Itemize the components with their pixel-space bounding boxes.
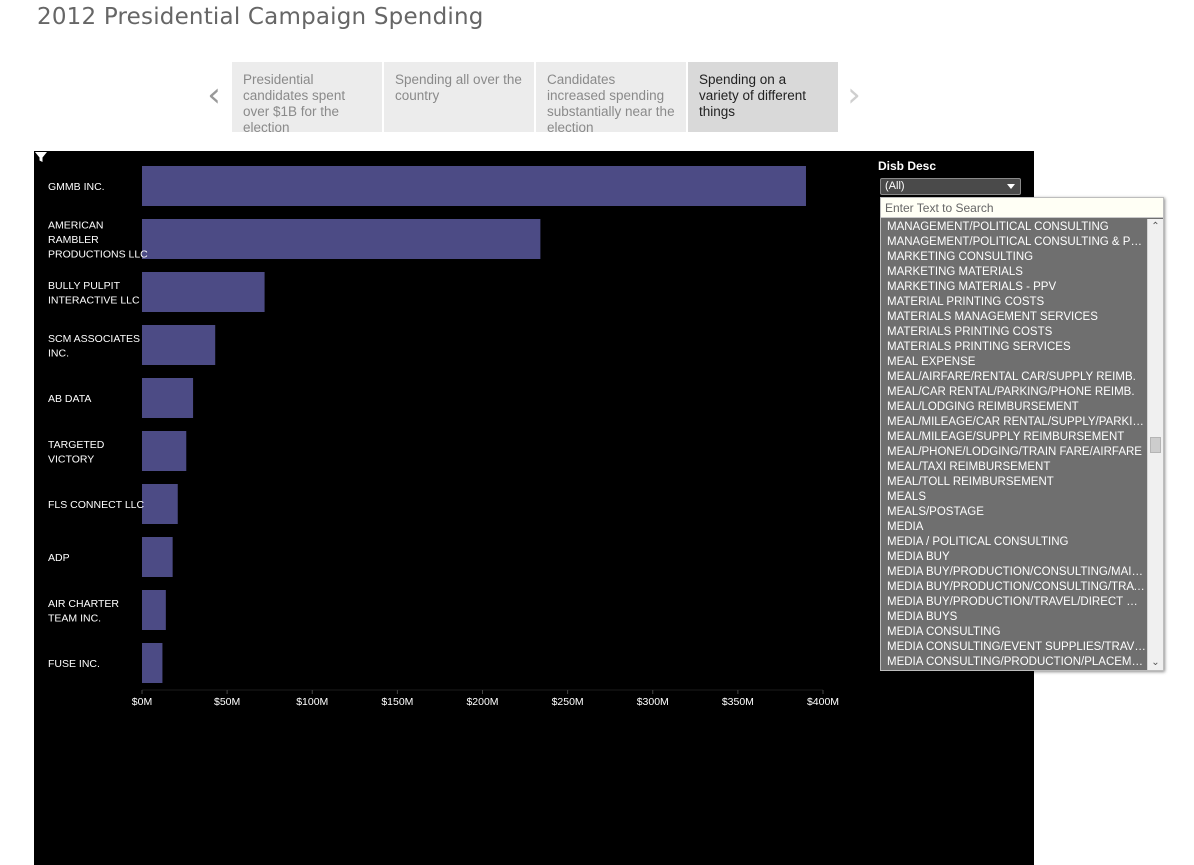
filter-option[interactable]: MATERIAL PRINTING COSTS bbox=[887, 296, 1045, 308]
filter-title: Disb Desc bbox=[878, 159, 937, 173]
chevron-left-icon[interactable]: ‹ bbox=[207, 75, 221, 115]
filter-option[interactable]: MEDIA CONSULTING/EVENT SUPPLIES/TRAVEL bbox=[887, 641, 1147, 653]
x-tick-label: $100M bbox=[296, 696, 328, 708]
chevron-down-icon bbox=[1007, 184, 1015, 189]
story-point-1[interactable]: Presidential candidates spent over $1B f… bbox=[232, 62, 382, 135]
bar[interactable] bbox=[142, 166, 806, 206]
category-label: INC. bbox=[48, 347, 69, 359]
category-label: TARGETED bbox=[48, 439, 105, 451]
story-point-2[interactable]: Spending all over the country bbox=[384, 62, 534, 132]
filter-option[interactable]: MEDIA BUY/PRODUCTION/CONSULTING/MAILI... bbox=[887, 566, 1147, 578]
chart-panel: GMMB INC. AMERICAN RAMBLER PRODUCTIONS LLC B… bbox=[34, 151, 1034, 865]
filter-option[interactable]: MEDIA BUYS bbox=[887, 611, 958, 623]
category-label: AIR CHARTER bbox=[48, 598, 119, 610]
page-title: 2012 Presidential Campaign Spending bbox=[37, 4, 484, 30]
filter-option[interactable]: MEALS bbox=[887, 491, 926, 503]
filter-option[interactable]: MEAL/AIRFARE/RENTAL CAR/SUPPLY REIMB. bbox=[887, 371, 1136, 383]
filter-option[interactable]: MEAL/TAXI REIMBURSEMENT bbox=[887, 461, 1051, 473]
filter-option[interactable]: MEAL EXPENSE bbox=[887, 356, 976, 368]
bar[interactable] bbox=[142, 590, 166, 630]
x-tick-label: $250M bbox=[552, 696, 584, 708]
filter-option[interactable]: MATERIALS PRINTING COSTS bbox=[887, 326, 1053, 338]
category-label: AMERICAN bbox=[48, 220, 103, 232]
bar-chart: GMMB INC. AMERICAN RAMBLER PRODUCTIONS LLC B… bbox=[48, 166, 839, 708]
filter-option[interactable]: MEAL/LODGING REIMBURSEMENT bbox=[887, 401, 1079, 413]
x-tick-label: $400M bbox=[807, 696, 839, 708]
x-tick-label: $150M bbox=[381, 696, 413, 708]
filter-option[interactable]: MEDIA bbox=[887, 521, 924, 533]
filter-option[interactable]: MEDIA CONSULTING bbox=[887, 626, 1001, 638]
category-label: RAMBLER bbox=[48, 234, 99, 246]
filter-option[interactable]: MEDIA BUY/PRODUCTION/CONSULTING/TRAV... bbox=[887, 581, 1147, 593]
filter-option[interactable]: MEAL/CAR RENTAL/PARKING/PHONE REIMB. bbox=[887, 386, 1135, 398]
filter-option[interactable]: MEDIA BUY bbox=[887, 551, 950, 563]
category-label: SCM ASSOCIATES bbox=[48, 333, 140, 345]
filter-selected-value: (All) bbox=[885, 180, 905, 192]
filter-select[interactable]: (All) bbox=[880, 178, 1021, 195]
bar[interactable] bbox=[142, 325, 216, 365]
filter-option[interactable]: MATERIALS MANAGEMENT SERVICES bbox=[887, 311, 1098, 323]
x-tick-label: $0M bbox=[132, 696, 152, 708]
category-label: FLS CONNECT LLC bbox=[48, 499, 144, 511]
category-label: GMMB INC. bbox=[48, 181, 105, 193]
story-point-4[interactable]: Spending on a variety of different thing… bbox=[688, 62, 838, 132]
scroll-down-icon[interactable]: ⌄ bbox=[1151, 657, 1160, 668]
filter-option[interactable]: MEDIA / POLITICAL CONSULTING bbox=[887, 536, 1069, 548]
filter-option[interactable]: MARKETING MATERIALS bbox=[887, 266, 1023, 278]
filter-option[interactable]: MEAL/MILEAGE/SUPPLY REIMBURSEMENT bbox=[887, 431, 1125, 443]
category-label: BULLY PULPIT bbox=[48, 280, 121, 292]
category-label: PRODUCTIONS LLC bbox=[48, 249, 148, 261]
category-label: FUSE INC. bbox=[48, 658, 100, 670]
category-label: ADP bbox=[48, 552, 70, 564]
filter-dropdown: MANAGEMENT/POLITICAL CONSULTING MANAGEMEN… bbox=[880, 197, 1164, 671]
bar[interactable] bbox=[142, 431, 187, 471]
filter-option[interactable]: MANAGEMENT/POLITICAL CONSULTING & PRI... bbox=[887, 236, 1147, 248]
bar[interactable] bbox=[142, 643, 163, 683]
story-point-3[interactable]: Candidates increased spending substantia… bbox=[536, 62, 686, 135]
filter-option[interactable]: MARKETING MATERIALS - PPV bbox=[887, 281, 1057, 293]
bar[interactable] bbox=[142, 219, 541, 259]
category-label: AB DATA bbox=[48, 393, 91, 405]
category-label: VICTORY bbox=[48, 453, 94, 465]
x-tick-label: $200M bbox=[466, 696, 498, 708]
bar[interactable] bbox=[142, 484, 178, 524]
scroll-up-icon[interactable]: ⌃ bbox=[1151, 221, 1160, 232]
filter-option[interactable]: MEAL/MILEAGE/CAR RENTAL/SUPPLY/PARKING bbox=[887, 416, 1147, 428]
bar[interactable] bbox=[142, 537, 173, 577]
category-label: INTERACTIVE LLC bbox=[48, 294, 140, 306]
x-tick-label: $350M bbox=[722, 696, 754, 708]
filter-option[interactable]: MARKETING CONSULTING bbox=[887, 251, 1034, 263]
funnel-filter-icon[interactable] bbox=[34, 151, 48, 163]
chevron-right-icon[interactable]: › bbox=[847, 75, 861, 115]
filter-options-list: MANAGEMENT/POLITICAL CONSULTING MANAGEMEN… bbox=[887, 220, 1147, 668]
bar[interactable] bbox=[142, 378, 194, 418]
filter-option[interactable]: MEDIA CONSULTING/PRODUCTION/PLACEME... bbox=[887, 656, 1147, 668]
filter-option[interactable]: MANAGEMENT/POLITICAL CONSULTING bbox=[887, 221, 1109, 233]
filter-option[interactable]: MATERIALS PRINTING SERVICES bbox=[887, 341, 1071, 353]
bar[interactable] bbox=[142, 272, 265, 312]
filter-search-input[interactable] bbox=[881, 198, 1163, 218]
story-navigator: ‹ Presidential candidates spent over $1B… bbox=[200, 62, 870, 135]
filter-option[interactable]: MEAL/PHONE/LODGING/TRAIN FARE/AIRFARE bbox=[887, 446, 1142, 458]
filter-option[interactable]: MEALS/POSTAGE bbox=[887, 506, 984, 518]
filter-option[interactable]: MEDIA BUY/PRODUCTION/TRAVEL/DIRECT MAIL bbox=[887, 596, 1147, 608]
scroll-thumb[interactable] bbox=[1150, 436, 1161, 453]
filter-option[interactable]: MEAL/TOLL REIMBURSEMENT bbox=[887, 476, 1054, 488]
filter-scrollbar[interactable]: ⌃ ⌄ bbox=[1147, 219, 1163, 670]
category-label: TEAM INC. bbox=[48, 612, 101, 624]
x-tick-label: $50M bbox=[214, 696, 240, 708]
x-tick-label: $300M bbox=[637, 696, 669, 708]
